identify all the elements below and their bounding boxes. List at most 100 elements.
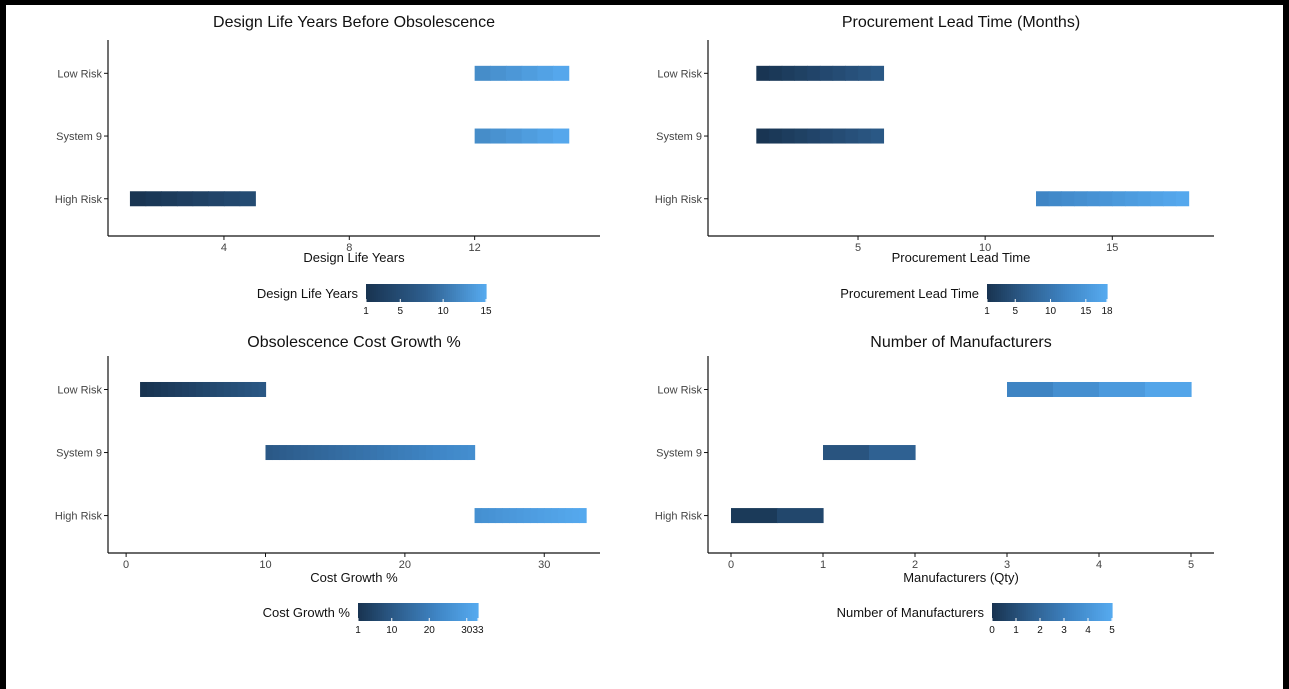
bar-segment (495, 508, 504, 524)
bar-segment (376, 445, 385, 461)
legend-swatch (995, 284, 998, 302)
bar-segment (153, 381, 162, 397)
x-tick-label: 10 (259, 559, 271, 571)
x-tick-label: 12 (469, 242, 481, 254)
legend-swatch (440, 284, 443, 302)
bar-segment (1086, 191, 1101, 207)
legend-swatch (374, 284, 377, 302)
legend-swatch (458, 603, 461, 621)
bar-segment (328, 445, 336, 461)
bar-segment (502, 508, 511, 524)
legend-tick-label: 10 (438, 306, 450, 317)
legend-tick-label: 2 (1037, 625, 1043, 636)
legend-swatch (1094, 603, 1097, 621)
legend-swatch (1085, 284, 1088, 302)
legend-swatch (1028, 603, 1031, 621)
bar-segment (1175, 191, 1190, 207)
bar-segment (1125, 191, 1139, 207)
bar-segment (356, 445, 364, 461)
legend-swatch (1008, 603, 1011, 621)
legend-swatch (1039, 284, 1042, 302)
legend-swatch (1074, 603, 1077, 621)
legend-swatch (1057, 284, 1060, 302)
category-label: Low Risk (57, 384, 102, 396)
bar-segment (572, 508, 580, 524)
legend-swatch (474, 603, 477, 621)
bar-segment (731, 508, 778, 524)
legend-tick-label: 15 (480, 306, 492, 317)
legend-swatch (422, 603, 425, 621)
legend-swatch (1027, 284, 1030, 302)
legend-swatch (406, 603, 409, 621)
legend-tick-label: 30 (461, 625, 473, 636)
legend-swatch (1033, 284, 1036, 302)
bar-segment (307, 445, 315, 461)
legend-swatch (464, 284, 467, 302)
x-axis-label: Cost Growth % (310, 570, 398, 585)
legend-swatch (1030, 603, 1033, 621)
legend-tick-label: 1 (363, 306, 369, 317)
bar-segment (544, 508, 552, 524)
x-tick-label: 5 (1188, 559, 1194, 571)
legend-swatch (1036, 603, 1039, 621)
legend-swatch (434, 603, 437, 621)
legend-swatch (1075, 284, 1078, 302)
bar-segment (1150, 191, 1164, 207)
bar-segment (845, 65, 859, 81)
legend-swatch (1084, 603, 1087, 621)
legend-swatch (402, 284, 405, 302)
legend-swatch (1034, 603, 1037, 621)
legend-swatch (1055, 284, 1058, 302)
bar-segment (286, 445, 294, 461)
x-tick-label: 4 (1096, 559, 1102, 571)
x-axis-label: Manufacturers (Qty) (903, 570, 1019, 585)
bar-segment (237, 381, 246, 397)
legend-swatch (1051, 284, 1054, 302)
bar-segment (769, 128, 783, 144)
legend-swatch (1082, 603, 1085, 621)
category-label: Low Risk (657, 68, 702, 80)
legend-swatch (1104, 603, 1107, 621)
category-label: System 9 (56, 448, 102, 460)
bar-segment (1112, 191, 1126, 207)
legend-swatch (380, 603, 383, 621)
bar-segment (265, 445, 274, 461)
legend-title: Design Life Years (257, 286, 359, 301)
category-label: System 9 (656, 131, 702, 143)
legend-swatch (418, 284, 421, 302)
legend-swatch (1076, 603, 1079, 621)
legend-swatch (434, 284, 437, 302)
legend-swatch (1108, 603, 1111, 621)
bar-segment (363, 445, 371, 461)
bar-segment (145, 191, 162, 207)
legend-tick-label: 1 (355, 625, 361, 636)
bar-segment (439, 445, 448, 461)
legend-swatch (484, 284, 487, 302)
bar-segment (251, 381, 260, 397)
legend-swatch (362, 603, 365, 621)
bar-segment (467, 445, 476, 461)
bar-segment (208, 191, 225, 207)
legend-tick-label: 1 (1013, 625, 1019, 636)
legend-swatch (392, 284, 395, 302)
legend-swatch (1098, 603, 1101, 621)
legend-swatch (1061, 284, 1064, 302)
bar-segment (769, 65, 783, 81)
legend-swatch (1029, 284, 1032, 302)
bar-segment (845, 128, 859, 144)
legend-swatch (430, 603, 433, 621)
x-axis-label: Design Life Years (303, 250, 405, 265)
bar-segment (349, 445, 357, 461)
bar-segment (505, 65, 523, 81)
legend-swatch (1019, 284, 1022, 302)
legend-tick-label: 10 (1045, 306, 1057, 317)
legend-swatch (376, 603, 379, 621)
bar-segment (781, 65, 796, 81)
legend-swatch (422, 284, 425, 302)
legend-swatch (370, 284, 373, 302)
legend-swatch (390, 603, 393, 621)
bar-segment (167, 381, 176, 397)
legend-swatch (410, 284, 413, 302)
bar-segment (819, 128, 834, 144)
legend-swatch (1110, 603, 1113, 621)
